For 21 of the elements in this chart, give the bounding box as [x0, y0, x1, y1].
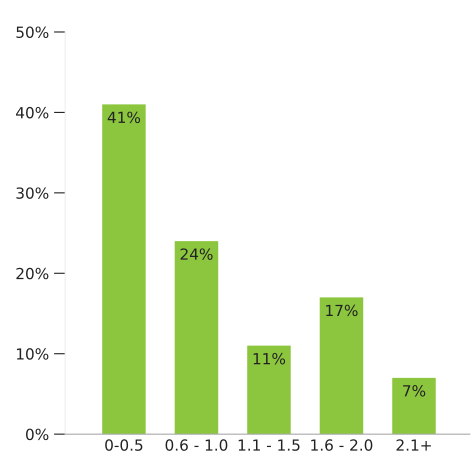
data-label: 7% — [403, 385, 426, 397]
x-tick-label: 1.6 - 2.0 — [311, 439, 372, 451]
bar — [392, 378, 436, 434]
y-tick-label: 20% — [16, 268, 48, 280]
data-label: 11% — [254, 352, 286, 364]
x-tick-label: 0-0.5 — [105, 439, 142, 451]
y-tick-label: 10% — [16, 348, 48, 360]
bar — [102, 104, 146, 434]
x-tick-label: 1.1 - 1.5 — [238, 439, 300, 451]
bar — [320, 297, 364, 434]
bar — [174, 241, 218, 434]
data-label: 17% — [326, 304, 358, 316]
y-tick-label: 40% — [16, 106, 48, 118]
x-tick-label: 2.1+ — [396, 439, 431, 451]
data-label: 41% — [108, 112, 140, 124]
data-label: 24% — [180, 248, 213, 260]
y-tick-label: 50% — [16, 26, 48, 38]
y-tick-label: 30% — [16, 187, 48, 199]
x-tick-label: 0.6 - 1.0 — [166, 439, 228, 451]
y-tick-label: 0% — [26, 428, 48, 440]
bar — [247, 346, 291, 434]
